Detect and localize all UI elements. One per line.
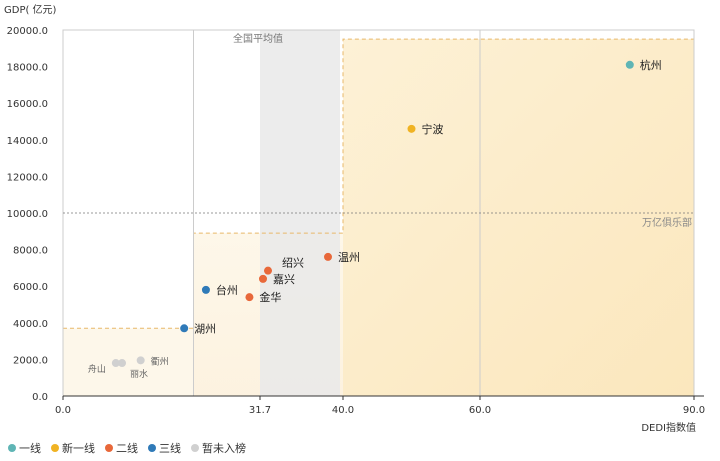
data-point <box>136 356 145 365</box>
y-tick-label: 8000.0 <box>13 246 48 257</box>
legend-label: 新一线 <box>62 442 95 455</box>
scatter-chart: 万亿俱乐部 全国平均值 0.0 2000.0 4000.0 6000.0 8000.0 100… <box>4 3 705 434</box>
point-label: 丽水 <box>130 368 148 380</box>
region-low-tier <box>63 328 194 396</box>
data-point <box>118 359 127 368</box>
point-label: 绍兴 <box>282 256 304 270</box>
x-tick-label: 40.0 <box>332 405 354 416</box>
data-point <box>111 359 120 368</box>
legend-item: 二线 <box>105 440 138 456</box>
legend: 一线 新一线 二线 三线 暂未入榜 <box>8 440 246 456</box>
y-tick-label: 4000.0 <box>13 319 48 330</box>
legend-label: 三线 <box>159 442 181 455</box>
point-label: 湖州 <box>194 322 216 335</box>
legend-item: 新一线 <box>51 440 95 456</box>
x-tick-label: 90.0 <box>683 405 705 416</box>
national-average-label: 全国平均值 <box>233 32 283 45</box>
data-point <box>407 124 416 133</box>
x-tick-label: 60.0 <box>469 405 491 416</box>
legend-swatch <box>51 444 59 452</box>
y-tick-label: 14000.0 <box>7 136 48 147</box>
x-axis-title: DEDI指数值 <box>641 421 696 434</box>
legend-swatch <box>191 444 199 452</box>
data-point <box>180 324 189 333</box>
point-label: 宁波 <box>422 122 444 136</box>
y-tick-label: 20000.0 <box>7 26 48 37</box>
legend-label: 二线 <box>116 442 138 455</box>
point-label: 台州 <box>216 283 238 297</box>
point-label: 杭州 <box>640 58 662 72</box>
y-tick-label: 0.0 <box>32 392 48 403</box>
y-tick-label: 18000.0 <box>7 63 48 74</box>
legend-swatch <box>148 444 156 452</box>
x-tick-label: 0.0 <box>55 405 71 416</box>
y-tick-label: 12000.0 <box>7 172 48 183</box>
point-label: 舟山 <box>88 363 106 375</box>
data-point <box>324 252 332 261</box>
data-point <box>264 266 272 275</box>
y-tick-label: 16000.0 <box>7 99 48 110</box>
legend-label: 暂未入榜 <box>202 442 246 455</box>
y-tick-label: 2000.0 <box>13 355 48 366</box>
legend-swatch <box>105 444 113 452</box>
y-tick-label: 10000.0 <box>7 209 48 220</box>
y-tick-label: 6000.0 <box>13 282 48 293</box>
y-axis-title: GDP( 亿元) <box>4 3 57 16</box>
region-top-tier <box>343 39 694 397</box>
data-point <box>201 285 210 294</box>
x-tick-label: 31.7 <box>249 405 271 416</box>
legend-swatch <box>8 444 16 452</box>
data-point <box>245 293 254 302</box>
legend-item: 一线 <box>8 440 41 456</box>
legend-label: 一线 <box>19 442 41 455</box>
legend-item: 暂未入榜 <box>191 440 246 456</box>
point-label: 金华 <box>259 290 281 304</box>
data-point <box>625 60 634 69</box>
point-label: 衢州 <box>151 355 169 367</box>
data-point <box>259 274 267 283</box>
trillion-club-label: 万亿俱乐部 <box>642 216 692 229</box>
point-label: 嘉兴 <box>273 272 295 286</box>
legend-item: 三线 <box>148 440 181 456</box>
point-label: 温州 <box>338 251 360 264</box>
